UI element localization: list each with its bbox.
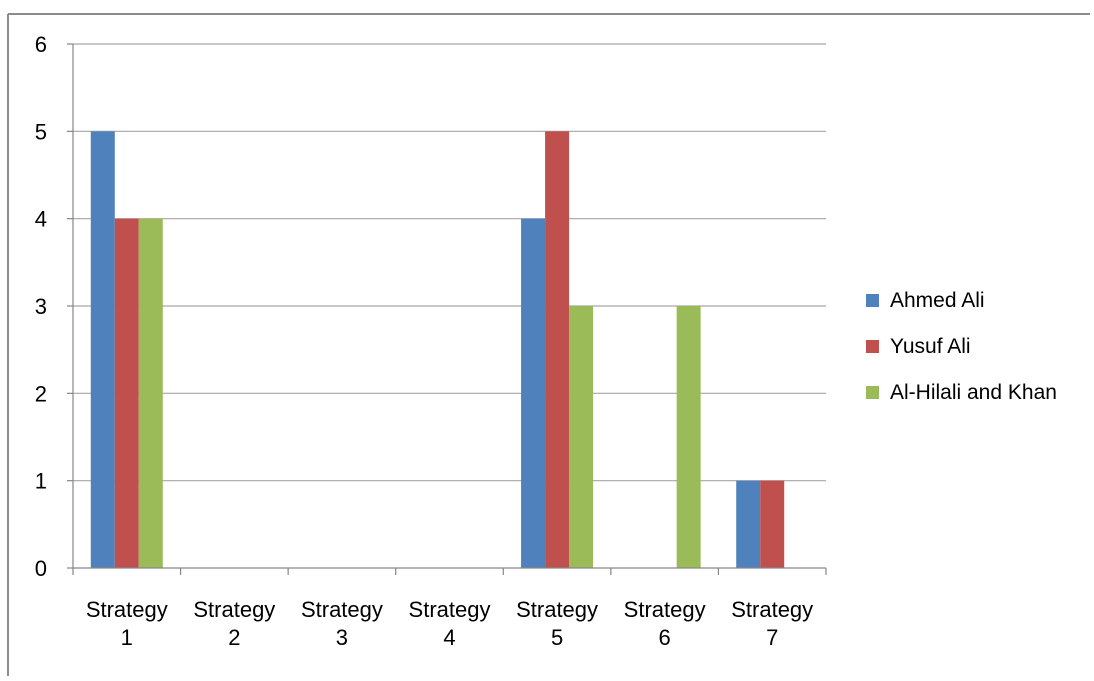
axes: [67, 43, 827, 575]
legend-swatch: [866, 386, 879, 399]
y-tick-label: 2: [35, 381, 47, 406]
bar: [736, 480, 761, 568]
bars: [90, 131, 785, 569]
legend-label: Ahmed Ali: [890, 289, 985, 312]
bar: [114, 218, 139, 568]
y-tick-label: 3: [35, 294, 47, 319]
legend-swatch: [866, 340, 879, 353]
legend-swatch: [866, 294, 879, 307]
bar: [138, 218, 163, 568]
x-tick-label: Strategy 2: [193, 597, 275, 650]
legend-item: Al-Hilali and Khan: [866, 381, 1057, 404]
y-tick-label: 4: [35, 207, 47, 232]
x-tick-label: Strategy 3: [301, 597, 383, 650]
gridlines: [73, 43, 826, 482]
y-tick-label: 5: [35, 119, 47, 144]
legend-label: Al-Hilali and Khan: [890, 381, 1057, 404]
x-tick-label: Strategy 5: [516, 597, 598, 650]
bar: [569, 306, 594, 568]
legend-label: Yusuf Ali: [890, 335, 971, 358]
bar: [521, 218, 546, 568]
legend-item: Yusuf Ali: [866, 335, 971, 358]
y-tick-label: 6: [35, 32, 47, 57]
x-tick-label: Strategy 1: [86, 597, 168, 650]
bar: [760, 480, 785, 568]
bar: [676, 306, 701, 568]
legend: Ahmed Ali Yusuf Ali Al-Hilali and Khan: [866, 289, 1057, 404]
x-tick-label: Strategy 6: [624, 597, 706, 650]
x-tick-label: Strategy 7: [731, 597, 813, 650]
y-tick-label: 0: [35, 556, 47, 581]
x-tick-labels: Strategy 1 Strategy 2 Strategy 3 Strategy 4 Stra…: [86, 597, 813, 650]
legend-item: Ahmed Ali: [866, 289, 985, 312]
bar: [545, 131, 570, 569]
bar: [90, 131, 115, 569]
x-tick-label: Strategy 4: [409, 597, 491, 650]
y-tick-labels: 0 1 2 3 4 5 6: [35, 32, 47, 581]
y-tick-label: 1: [35, 469, 47, 494]
